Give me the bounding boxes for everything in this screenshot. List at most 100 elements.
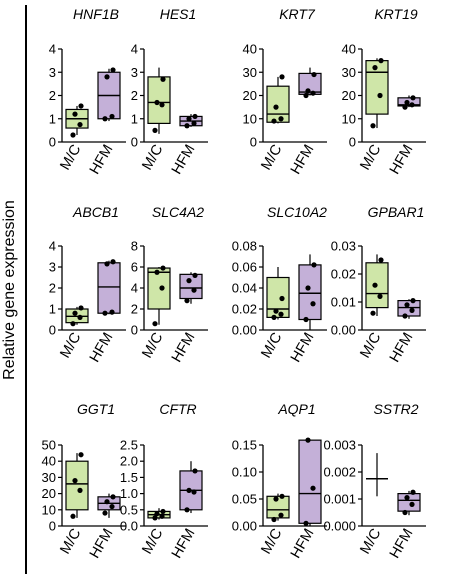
panel-ggt1-tick-label-5: 50 xyxy=(42,438,56,453)
panel-krt7-tick-label-1: 10 xyxy=(243,111,257,126)
panel-slc4a2-m-c-category-label: M/C xyxy=(139,330,166,361)
panel-gpbar1: GPBAR1 0.00 0.01 0.02 0.03 M/C HFM xyxy=(331,204,426,365)
panel-krt19-tick-label-0: 0 xyxy=(349,135,356,150)
panel-slc4a2-m-c-point-2 xyxy=(154,269,160,275)
panel-hnf1b-title: HNF1B xyxy=(73,6,119,22)
panel-gpbar1-hfm-category-label: HFM xyxy=(387,330,417,365)
panel-aqp1-tick-label-1: 0.05 xyxy=(232,492,257,507)
panel-slc4a2-tick-label-2: 4 xyxy=(131,281,138,296)
panel-ggt1-hfm-point-3 xyxy=(110,494,116,500)
panel-gpbar1-tick-label-0: 0.00 xyxy=(331,323,356,338)
panel-hes1-tick-label-3: 3 xyxy=(131,65,138,80)
panel-hes1-hfm-point-3 xyxy=(192,113,198,120)
panel-cftr-tick-label-5: 2.5 xyxy=(120,438,138,453)
panel-abcb1-m-c-point-0 xyxy=(70,321,76,327)
panel-cftr-tick-label-1: 0.5 xyxy=(120,502,138,517)
panel-cftr-m-c-point-1 xyxy=(159,513,165,519)
panel-cftr-hfm-point-1 xyxy=(191,489,197,495)
panel-krt19-m-c-point-2 xyxy=(372,65,378,71)
panel-aqp1: AQP1 0.00 0.05 0.10 0.15 M/C HFM xyxy=(232,401,327,561)
panel-krt7-tick-label-4: 40 xyxy=(243,42,257,57)
panel-slc10a2-tick-label-0: 0.00 xyxy=(232,323,257,338)
panel-krt19-hfm-point-2 xyxy=(404,99,410,106)
panel-cftr: CFTR 0.0 0.51.01.52.02.5 M/C HFM xyxy=(120,401,208,561)
panel-hnf1b: HNF1B 0 1 2 3 4 M/C HFM xyxy=(49,6,126,177)
panel-sstr2-tick-label-3: 0.003 xyxy=(323,438,356,453)
panel-abcb1: ABCB1 0 1 2 3 4 M/C HFM xyxy=(49,204,126,365)
panel-slc4a2-m-c-point-0 xyxy=(152,321,158,327)
panel-aqp1-hfm-point-0 xyxy=(303,520,309,526)
panel-slc4a2-hfm-box xyxy=(179,273,203,300)
panel-slc4a2-tick-label-1: 2 xyxy=(131,302,138,317)
panel-sstr2-m-c-category-label: M/C xyxy=(357,526,384,557)
panel-krt7-m-c-point-0 xyxy=(271,118,277,124)
panel-krt19-m-c-category-label: M/C xyxy=(357,142,384,173)
panel-aqp1-tick-label-0: 0.00 xyxy=(232,519,257,534)
panel-sstr2: SSTR2 0.000 0.001 0.002 0.003 M/C HFM xyxy=(323,401,426,561)
panel-krt19-tick-label-4: 40 xyxy=(342,42,356,57)
panel-abcb1-hfm-box xyxy=(97,262,121,314)
panel-hnf1b-hfm-point-2 xyxy=(104,74,110,80)
panel-ggt1-hfm-point-0 xyxy=(102,510,108,516)
panel-abcb1-hfm-point-1 xyxy=(109,309,115,315)
panel-abcb1-tick-label-3: 3 xyxy=(49,260,56,275)
panel-krt7-hfm-point-1 xyxy=(310,90,316,96)
panel-slc4a2-hfm-point-3 xyxy=(192,272,198,278)
panel-krt19-tick-label-3: 30 xyxy=(342,65,356,80)
panel-cftr-hfm-point-3 xyxy=(192,468,198,474)
panel-sstr2-tick-label-1: 0.001 xyxy=(323,492,356,507)
panel-krt7-m-c-point-3 xyxy=(279,74,285,80)
panel-krt19: KRT19 0 10 20 30 40 M/C HFM xyxy=(342,6,426,177)
panel-krt7-hfm-box xyxy=(298,72,322,95)
panel-hes1-m-c-point-3 xyxy=(160,76,166,82)
panel-gpbar1-m-c-point-2 xyxy=(372,282,378,288)
panel-cftr-title: CFTR xyxy=(159,401,196,417)
panel-slc4a2-hfm-point-0 xyxy=(184,298,190,304)
panel-krt7-m-c-point-2 xyxy=(273,104,279,110)
panel-sstr2-hfm-point-2 xyxy=(404,495,410,501)
panel-cftr-m-c-point-0 xyxy=(152,515,158,521)
panel-hnf1b-m-c-point-0 xyxy=(70,132,76,138)
panel-abcb1-m-c-point-2 xyxy=(72,310,78,316)
panel-slc10a2-hfm-category-label: HFM xyxy=(288,330,318,365)
panel-gpbar1-m-c-point-3 xyxy=(378,257,384,263)
panel-hes1-hfm-point-0 xyxy=(184,123,190,129)
panel-slc10a2-tick-label-3: 0.06 xyxy=(232,260,257,275)
panel-ggt1-m-c-point-1 xyxy=(77,487,83,493)
panel-slc10a2-m-c-point-3 xyxy=(279,295,285,302)
panel-hes1-hfm-point-1 xyxy=(191,120,197,126)
panel-slc10a2-hfm-point-3 xyxy=(311,262,317,268)
panel-sstr2-tick-label-2: 0.002 xyxy=(323,465,356,480)
panel-sstr2-tick-label-0: 0.000 xyxy=(323,519,356,534)
panel-gpbar1-tick-label-3: 0.03 xyxy=(331,239,356,254)
panel-gpbar1-m-c-point-0 xyxy=(370,310,376,316)
panel-krt19-m-c-point-1 xyxy=(377,92,383,99)
panel-krt19-tick-label-2: 20 xyxy=(342,88,356,103)
panel-krt7-hfm-category-label: HFM xyxy=(288,142,318,177)
panel-hes1-m-c-point-2 xyxy=(154,99,160,106)
panel-krt7-m-c-box xyxy=(266,85,290,123)
panel-ggt1-title: GGT1 xyxy=(77,401,115,417)
panel-hes1-tick-label-0: 0 xyxy=(131,135,138,150)
panel-hnf1b-m-c-point-2 xyxy=(72,111,78,117)
panel-aqp1-m-c-category-label: M/C xyxy=(258,526,285,557)
panel-slc4a2-tick-label-4: 8 xyxy=(131,239,138,254)
panel-hes1-m-c-point-0 xyxy=(152,127,158,133)
panel-sstr2-title: SSTR2 xyxy=(373,401,418,417)
panel-cftr-m-c-point-2 xyxy=(154,511,160,517)
panel-abcb1-hfm-point-2 xyxy=(104,261,110,267)
panel-hes1: HES1 0 1 2 3 4 M/C HFM xyxy=(131,6,208,177)
panel-ggt1-hfm-category-label: HFM xyxy=(87,526,117,561)
panel-cftr-m-c-category-label: M/C xyxy=(139,526,166,557)
panel-hnf1b-m-c-point-3 xyxy=(78,103,84,109)
panel-slc10a2-tick-label-1: 0.02 xyxy=(232,302,257,317)
panel-aqp1-hfm-box xyxy=(298,439,322,524)
panel-krt7-hfm-point-3 xyxy=(311,71,317,78)
panel-hes1-m-c-category-label: M/C xyxy=(139,142,166,173)
panel-abcb1-m-c-point-1 xyxy=(77,314,83,320)
panel-gpbar1-hfm-point-2 xyxy=(404,302,410,308)
panel-abcb1-tick-label-1: 1 xyxy=(49,302,56,317)
panel-cftr-tick-label-4: 2.0 xyxy=(120,454,138,469)
panel-krt19-tick-label-1: 10 xyxy=(342,111,356,126)
